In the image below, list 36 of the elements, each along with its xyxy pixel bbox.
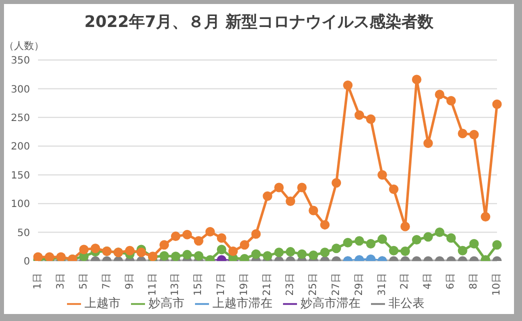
y-tick-label: 50 [17, 228, 30, 239]
y-tick-label: 300 [10, 84, 30, 96]
x-tick-label: 23日 [284, 273, 296, 296]
legend-label: 上越市滞在 [212, 296, 272, 310]
legend-label: 妙高市 [148, 296, 184, 310]
x-tick-label: 4日 [422, 273, 434, 290]
x-tick-label: 1日 [32, 273, 44, 290]
x-tick-label: 31日 [376, 273, 388, 296]
x-tick-label: 8日 [468, 273, 480, 290]
x-tick-label: 15日 [193, 273, 204, 296]
x-tick-label: 29日 [354, 273, 365, 296]
x-tick-label: 7日 [101, 273, 112, 290]
x-tick-label: 25日 [308, 273, 319, 296]
legend-label: 上越市 [84, 296, 120, 310]
chart-title: 2022年7月、８月 新型コロナウイルス感染者数 [83, 12, 435, 33]
x-tick-label: 2日 [400, 273, 411, 290]
x-tick-label: 27日 [330, 273, 342, 296]
legend-label: 妙高市滞在 [300, 296, 360, 310]
y-tick-label: 100 [10, 199, 30, 210]
y-tick-label: 0 [24, 256, 30, 268]
x-tick-label: 3日 [55, 273, 66, 290]
y-tick-label: 150 [10, 170, 30, 182]
x-tick-label: 11日 [147, 273, 158, 296]
x-tick-label: 9日 [124, 273, 136, 290]
x-tick-label: 6日 [446, 273, 457, 290]
x-tick-label: 21日 [262, 273, 273, 296]
y-tick-label: 200 [10, 142, 30, 153]
x-tick-label: 17日 [216, 273, 228, 296]
x-tick-label: 5日 [78, 273, 90, 290]
y-tick-label: 250 [10, 112, 30, 124]
x-tick-label: 13日 [170, 273, 182, 296]
y-tick-label: 350 [10, 56, 30, 67]
legend-label: 非公表 [388, 296, 424, 310]
x-tick-label: 10日 [492, 273, 502, 296]
x-tick-label: 19日 [239, 273, 250, 296]
y-axis-title: （人数） [4, 40, 44, 53]
